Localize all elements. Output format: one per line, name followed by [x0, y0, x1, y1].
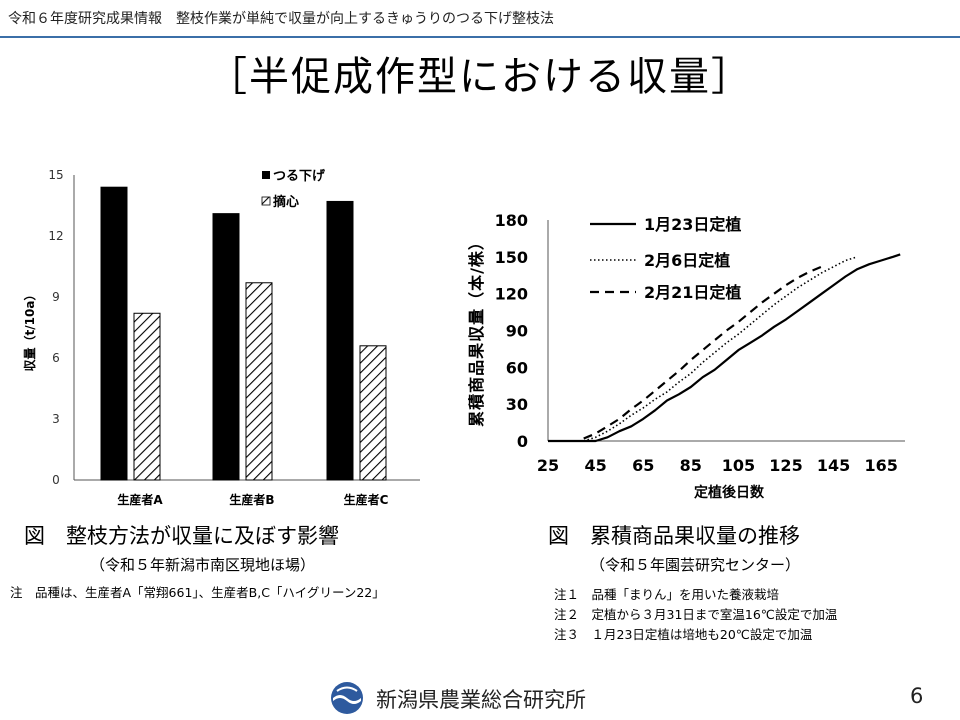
- page-number: 6: [910, 684, 924, 708]
- left-figure-note: 注 品種は、生産者A「常翔661」、生産者B,C「ハイグリーン22」: [10, 585, 385, 600]
- line-x-tick-label: 25: [537, 456, 559, 475]
- bar-hatched: [133, 312, 161, 481]
- line-x-tick-label: 85: [680, 456, 702, 475]
- line-y-tick-label: 60: [506, 358, 528, 377]
- line-chart-x-axis-title: 定植後日数: [694, 484, 765, 501]
- legend-label-hatched: 摘心: [273, 194, 299, 210]
- bar-solid: [212, 213, 240, 481]
- bar-hatched: [359, 345, 387, 481]
- niigata-prefecture-logo-icon: [331, 682, 363, 714]
- line-y-tick-label: 0: [517, 432, 528, 451]
- line-y-tick-label: 120: [495, 285, 528, 304]
- line-y-tick-label: 150: [495, 248, 528, 267]
- bar-category-label: 生産者B: [229, 492, 274, 507]
- series-line-dashed: [583, 265, 823, 440]
- bar-hatched: [245, 282, 273, 481]
- bar-y-tick-label: 0: [52, 473, 60, 487]
- slide-title: ［半促成作型における収量］: [207, 54, 753, 100]
- legend-swatch-hatched: [261, 196, 271, 206]
- bar-y-tick-label: 6: [52, 351, 60, 365]
- line-x-tick-label: 165: [864, 456, 897, 475]
- legend-label-feb6: 2月6日定植: [644, 251, 730, 270]
- right-figure-subcaption: （令和５年園芸研究センター）: [590, 556, 801, 574]
- line-y-tick-label: 180: [495, 211, 528, 230]
- line-x-tick-label: 105: [722, 456, 755, 475]
- right-figure-caption: 図 累積商品果収量の推移: [548, 524, 800, 548]
- series-line-dotted: [583, 256, 858, 442]
- line-y-tick-label: 90: [506, 322, 528, 341]
- left-figure-caption: 図 整枝方法が収量に及ぼす影響: [24, 524, 339, 548]
- legend-label-feb21: 2月21日定植: [644, 283, 741, 302]
- bar-chart-y-axis-title: 収量（t/10a）: [22, 289, 37, 372]
- left-figure-subcaption: （令和５年新潟市南区現地ほ場）: [90, 556, 316, 574]
- header-title: 令和６年度研究成果情報 整枝作業が単純で収量が向上するきゅうりのつる下げ整枝法: [8, 11, 554, 27]
- right-figure-note-2: 注２ 定植から３月31日まで室温16℃設定で加温: [554, 607, 838, 622]
- footer-organization: 新潟県農業総合研究所: [376, 688, 586, 712]
- legend-label-solid: つる下げ: [273, 168, 326, 184]
- bar-category-label: 生産者C: [344, 492, 389, 507]
- bar-y-tick-label: 12: [48, 229, 63, 243]
- bar-solid: [326, 200, 354, 481]
- legend-swatch-solid: [262, 171, 270, 179]
- line-chart-y-axis-title: 累積商品果収量（本/株）: [467, 233, 486, 427]
- line-x-tick-label: 45: [584, 456, 606, 475]
- line-y-tick-label: 30: [506, 395, 528, 414]
- bar-y-tick-label: 15: [48, 168, 63, 182]
- header-bar: [0, 0, 960, 38]
- series-line-solid: [548, 253, 901, 443]
- bar-solid: [100, 186, 128, 481]
- line-x-tick-label: 125: [769, 456, 802, 475]
- bar-y-tick-label: 3: [52, 412, 60, 426]
- line-x-tick-label: 145: [817, 456, 850, 475]
- right-figure-note-1: 注１ 品種「まりん」を用いた養液栽培: [554, 587, 780, 602]
- bar-y-tick-label: 9: [52, 290, 60, 304]
- bar-category-label: 生産者A: [117, 492, 163, 507]
- right-figure-note-3: 注３ １月23日定植は培地も20℃設定で加温: [554, 627, 813, 642]
- line-x-tick-label: 65: [632, 456, 654, 475]
- legend-label-jan23: 1月23日定植: [644, 215, 741, 234]
